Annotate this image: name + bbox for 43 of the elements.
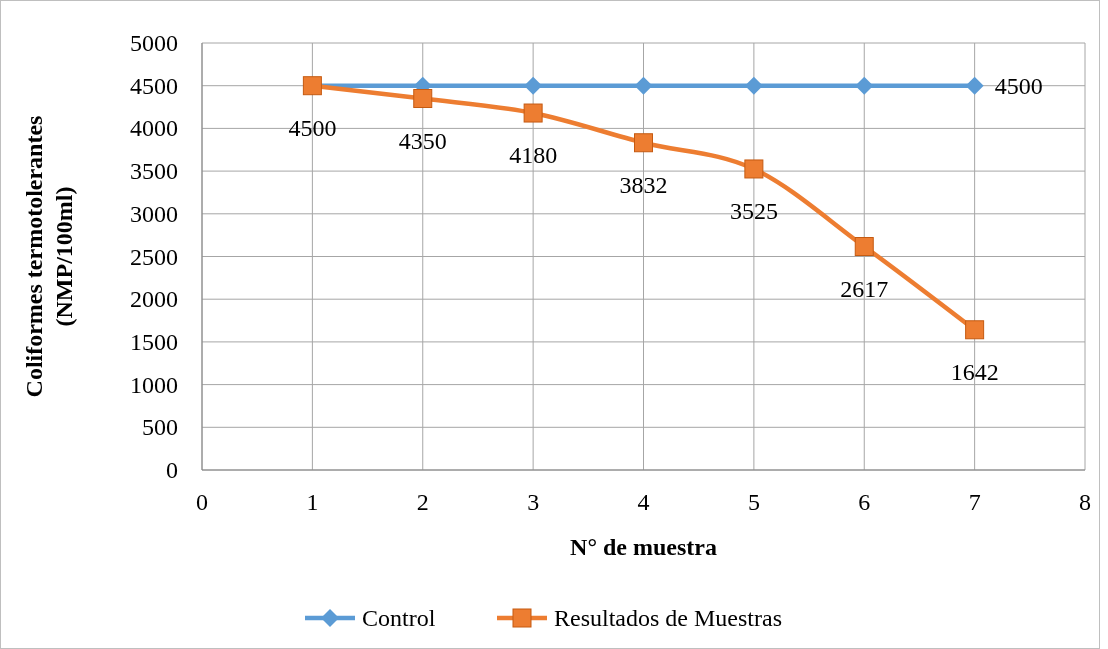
- legend-label: Control: [362, 605, 436, 631]
- point: [744, 159, 764, 179]
- data-label: 3525: [729, 197, 778, 224]
- x-tick-label: 1: [306, 489, 319, 515]
- data-label: 4350: [398, 127, 447, 154]
- y-tick-label: 4500: [130, 72, 178, 99]
- data-label: 4500: [994, 72, 1043, 99]
- x-tick-label: 5: [747, 489, 760, 515]
- point: [854, 237, 874, 257]
- y-axis-title: Coliformes termotolerantes (NMP/100ml): [21, 115, 77, 398]
- point: [744, 76, 763, 95]
- x-tick-label: 4: [637, 489, 650, 515]
- x-tick-label: 8: [1079, 489, 1091, 515]
- x-tick-label: 0: [196, 489, 208, 515]
- data-label: 3832: [619, 171, 668, 198]
- y-tick-label: 2500: [130, 243, 178, 270]
- x-axis-title: N° de muestra: [570, 534, 717, 560]
- y-tick-label: 3000: [130, 200, 178, 227]
- y-tick-label: 1000: [130, 371, 178, 398]
- point: [634, 76, 653, 95]
- y-tick-label: 0: [166, 457, 178, 483]
- point: [413, 89, 433, 109]
- point: [523, 103, 543, 123]
- x-tick-label: 2: [416, 489, 429, 515]
- x-tick-label: 6: [858, 489, 871, 515]
- x-tick-label: 3: [527, 489, 540, 515]
- y-tick-label: 4000: [130, 115, 178, 142]
- y-tick-label: 3500: [130, 158, 178, 185]
- point: [524, 76, 543, 95]
- point: [634, 133, 653, 153]
- y-tick-label: 2000: [130, 286, 178, 313]
- legend-label: Resultados de Muestras: [554, 605, 782, 631]
- point: [965, 76, 984, 95]
- point: [965, 320, 985, 340]
- data-label: 1642: [950, 358, 999, 385]
- y-tick-label: 500: [142, 414, 178, 441]
- data-label: 4180: [509, 142, 558, 169]
- x-tick-label: 7: [968, 489, 981, 515]
- data-label: 2617: [840, 275, 889, 302]
- y-tick-label: 1500: [130, 328, 178, 355]
- point: [855, 76, 874, 95]
- data-label: 4500: [288, 114, 337, 141]
- y-tick-label: 5000: [130, 30, 178, 56]
